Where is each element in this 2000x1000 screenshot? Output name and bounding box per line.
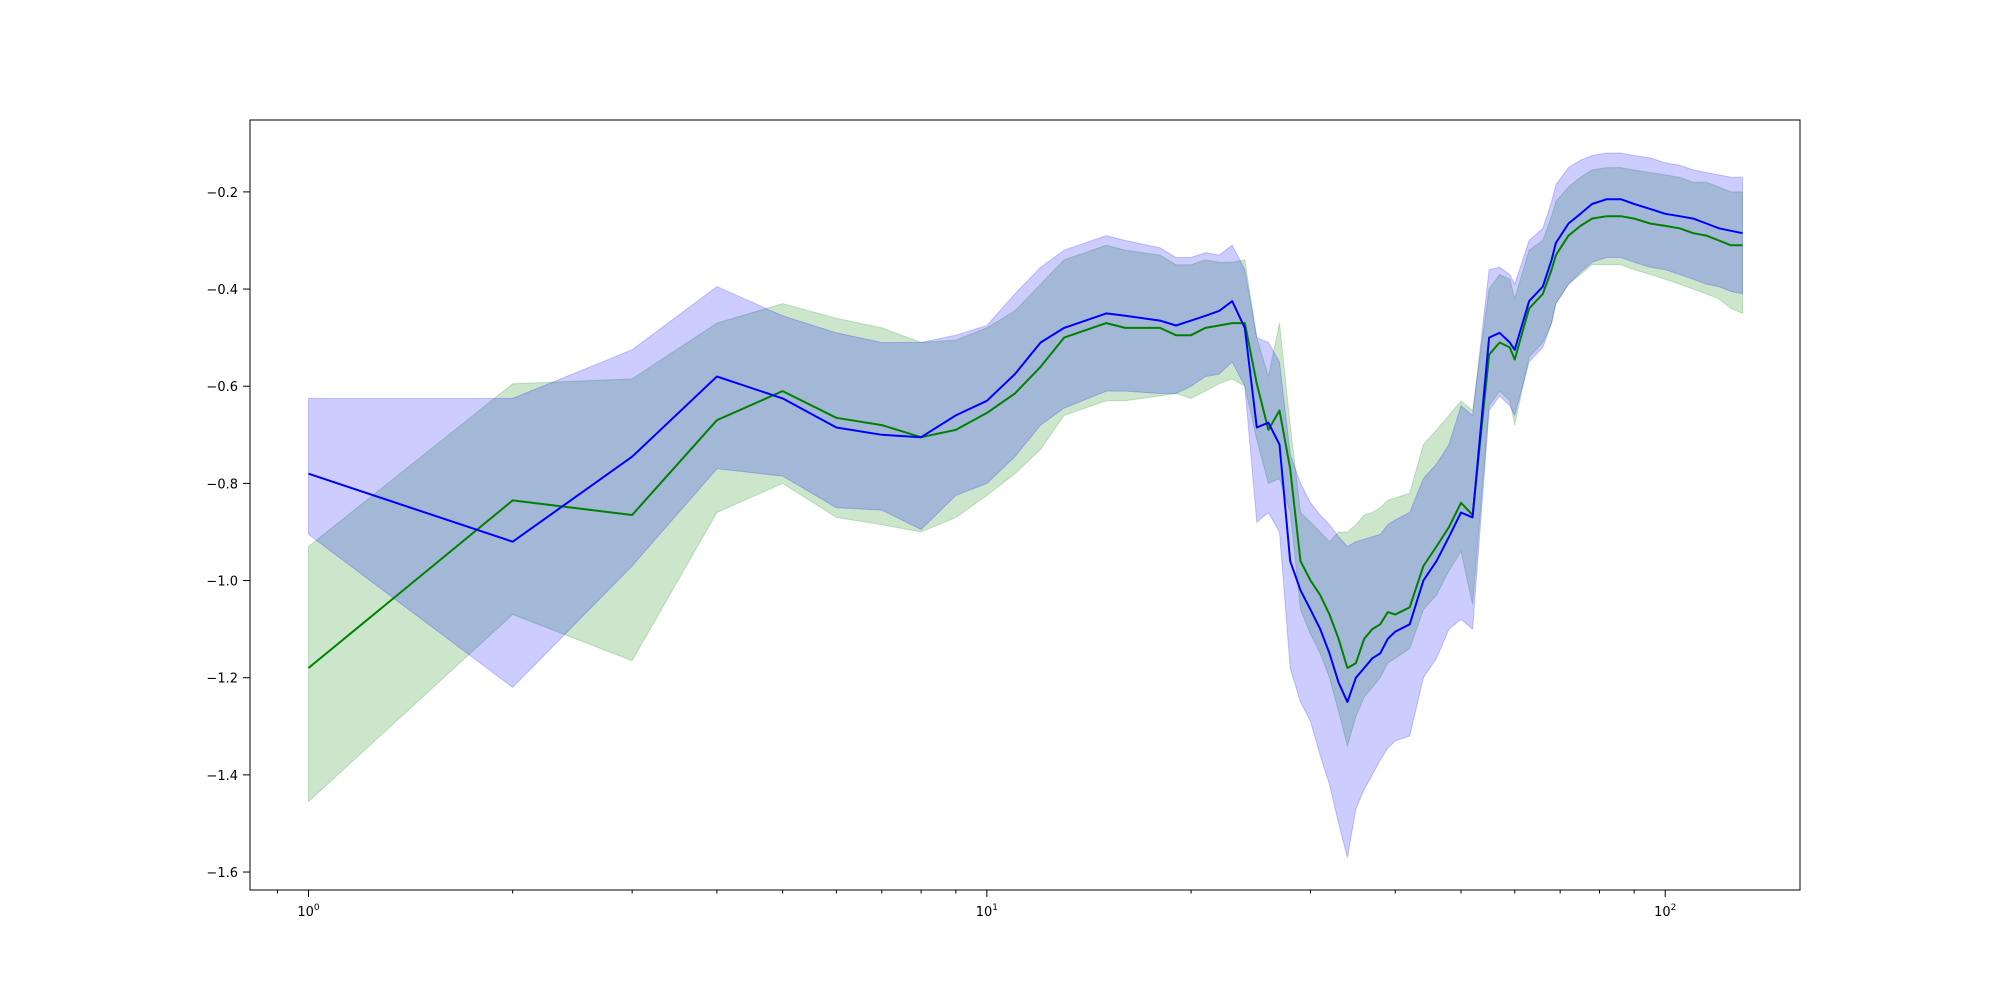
y-tick-label: −0.6 <box>206 380 238 395</box>
series-1-band <box>308 167 1743 803</box>
y-tick-label: −1.6 <box>206 866 238 881</box>
x-tick-label: 101 <box>976 903 998 920</box>
series-2-band <box>308 152 1743 858</box>
series-1-line <box>307 215 1743 669</box>
y-tick-label: −1.2 <box>206 672 238 687</box>
x-tick-label: 102 <box>1654 903 1676 920</box>
confidence-bands <box>308 152 1743 858</box>
y-tick-label: −0.4 <box>206 283 238 298</box>
y-tick-label: −0.8 <box>206 477 238 492</box>
x-tick-label: 100 <box>297 903 320 920</box>
y-tick-label: −1.0 <box>206 575 238 590</box>
y-axis: −0.2 −0.4 −0.6 −0.8 −1.0 −1.2 −1.4 −1.6 <box>206 186 250 881</box>
y-tick-label: −1.4 <box>206 769 238 784</box>
plot-area-frame <box>249 119 1801 891</box>
series-lines <box>307 198 1743 703</box>
y-tick-label: −0.2 <box>206 186 238 201</box>
x-axis: 100 101 102 <box>276 890 1676 920</box>
series-2-line <box>308 198 1743 703</box>
